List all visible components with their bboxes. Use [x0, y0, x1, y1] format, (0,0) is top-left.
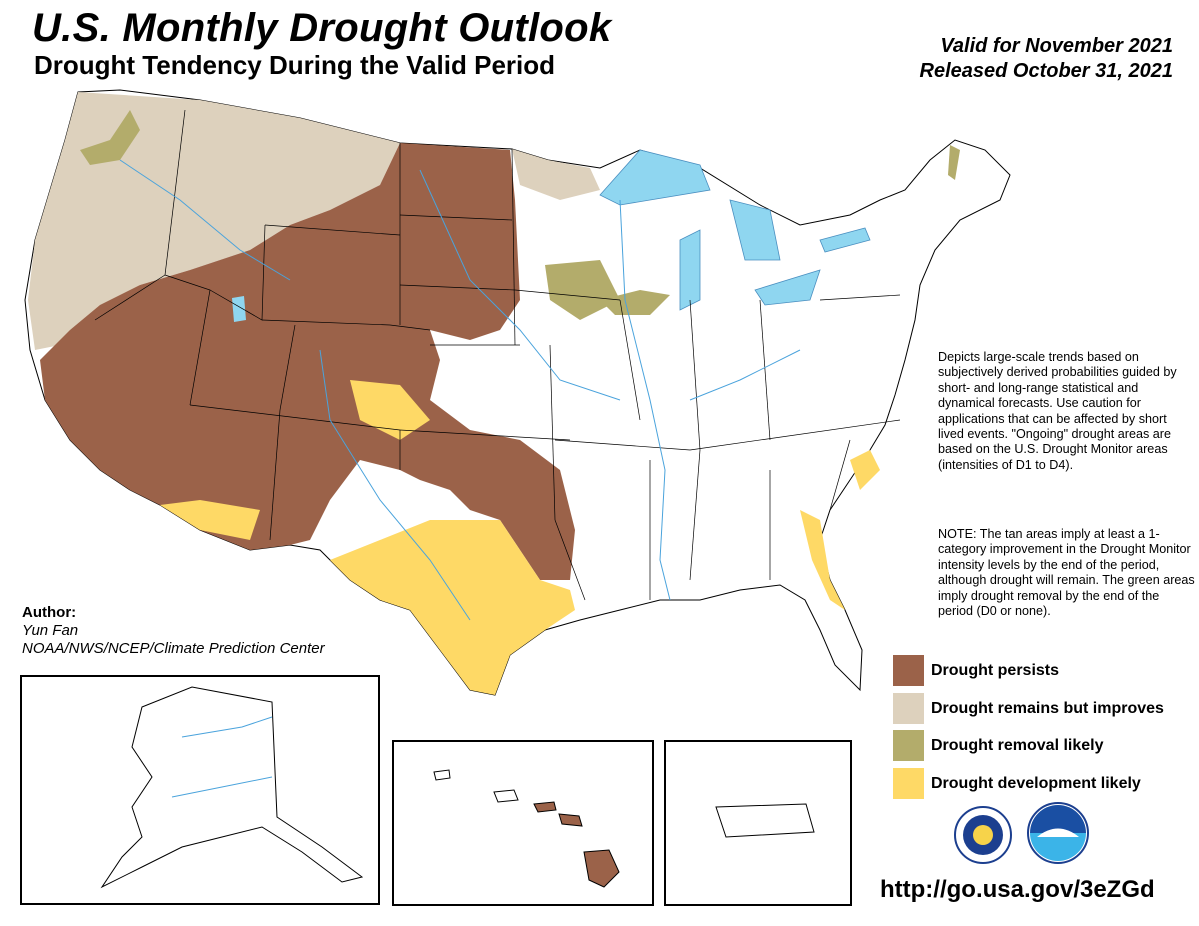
legend-label: Drought removal likely: [931, 737, 1104, 754]
state-borders: [94, 109, 901, 601]
alaska-inset: [20, 675, 380, 905]
valid-line: Valid for November 2021: [940, 35, 1173, 57]
development-region-texas: [330, 520, 575, 695]
alaska-map: [100, 686, 364, 889]
removal-region-wisconsin: [600, 290, 670, 315]
legend-label: Drought remains but improves: [931, 699, 1164, 717]
valid-period: Valid for November 2021 Released October…: [920, 34, 1173, 84]
description-text: Depicts large-scale trends based on subj…: [938, 350, 1177, 472]
noaa-nws-seal-icon: [954, 806, 1012, 864]
improves-region-minnesota: [512, 149, 600, 200]
puerto-rico-inset: [664, 740, 852, 906]
source-url[interactable]: http://go.usa.gov/3eZGd: [880, 876, 1155, 903]
development-region-kansas: [350, 380, 430, 440]
hawaii-map: [433, 769, 620, 888]
persists-region-west: [40, 143, 575, 580]
noaa-logo-icon: [1027, 802, 1089, 864]
legend-swatch-improves: [893, 692, 924, 724]
removal-region-washington: [80, 110, 140, 165]
development-region-arizona: [160, 500, 260, 540]
legend-swatch-removal: [893, 730, 924, 761]
rivers: [119, 159, 801, 621]
legend-swatch-persists: [893, 655, 924, 686]
author-heading: Author:: [22, 604, 77, 621]
removal-region-maine: [948, 145, 960, 180]
legend-label: Drought persists: [931, 662, 1060, 679]
hawaii-inset: [392, 740, 654, 906]
map-title: U.S. Monthly Drought Outlook: [32, 6, 612, 50]
note-text: NOTE: The tan areas imply at least a 1-c…: [938, 527, 1195, 619]
great-lakes: [599, 149, 871, 311]
legend-label: Drought development likely: [931, 774, 1141, 792]
great-salt-lake: [232, 296, 246, 322]
development-region-florida: [800, 510, 845, 610]
author-name: Yun Fan: [22, 622, 79, 639]
map-subtitle: Drought Tendency During the Valid Period: [34, 50, 556, 80]
development-region-carolina: [850, 450, 880, 490]
legend-swatch-development: [893, 767, 924, 799]
puerto-rico-map: [715, 803, 815, 838]
author-block: Author: Yun Fan NOAA/NWS/NCEP/Climate Pr…: [22, 604, 325, 658]
released-line: Released October 31, 2021: [919, 60, 1173, 82]
removal-region-iowa: [545, 260, 620, 320]
author-org: NOAA/NWS/NCEP/Climate Prediction Center: [22, 640, 325, 657]
